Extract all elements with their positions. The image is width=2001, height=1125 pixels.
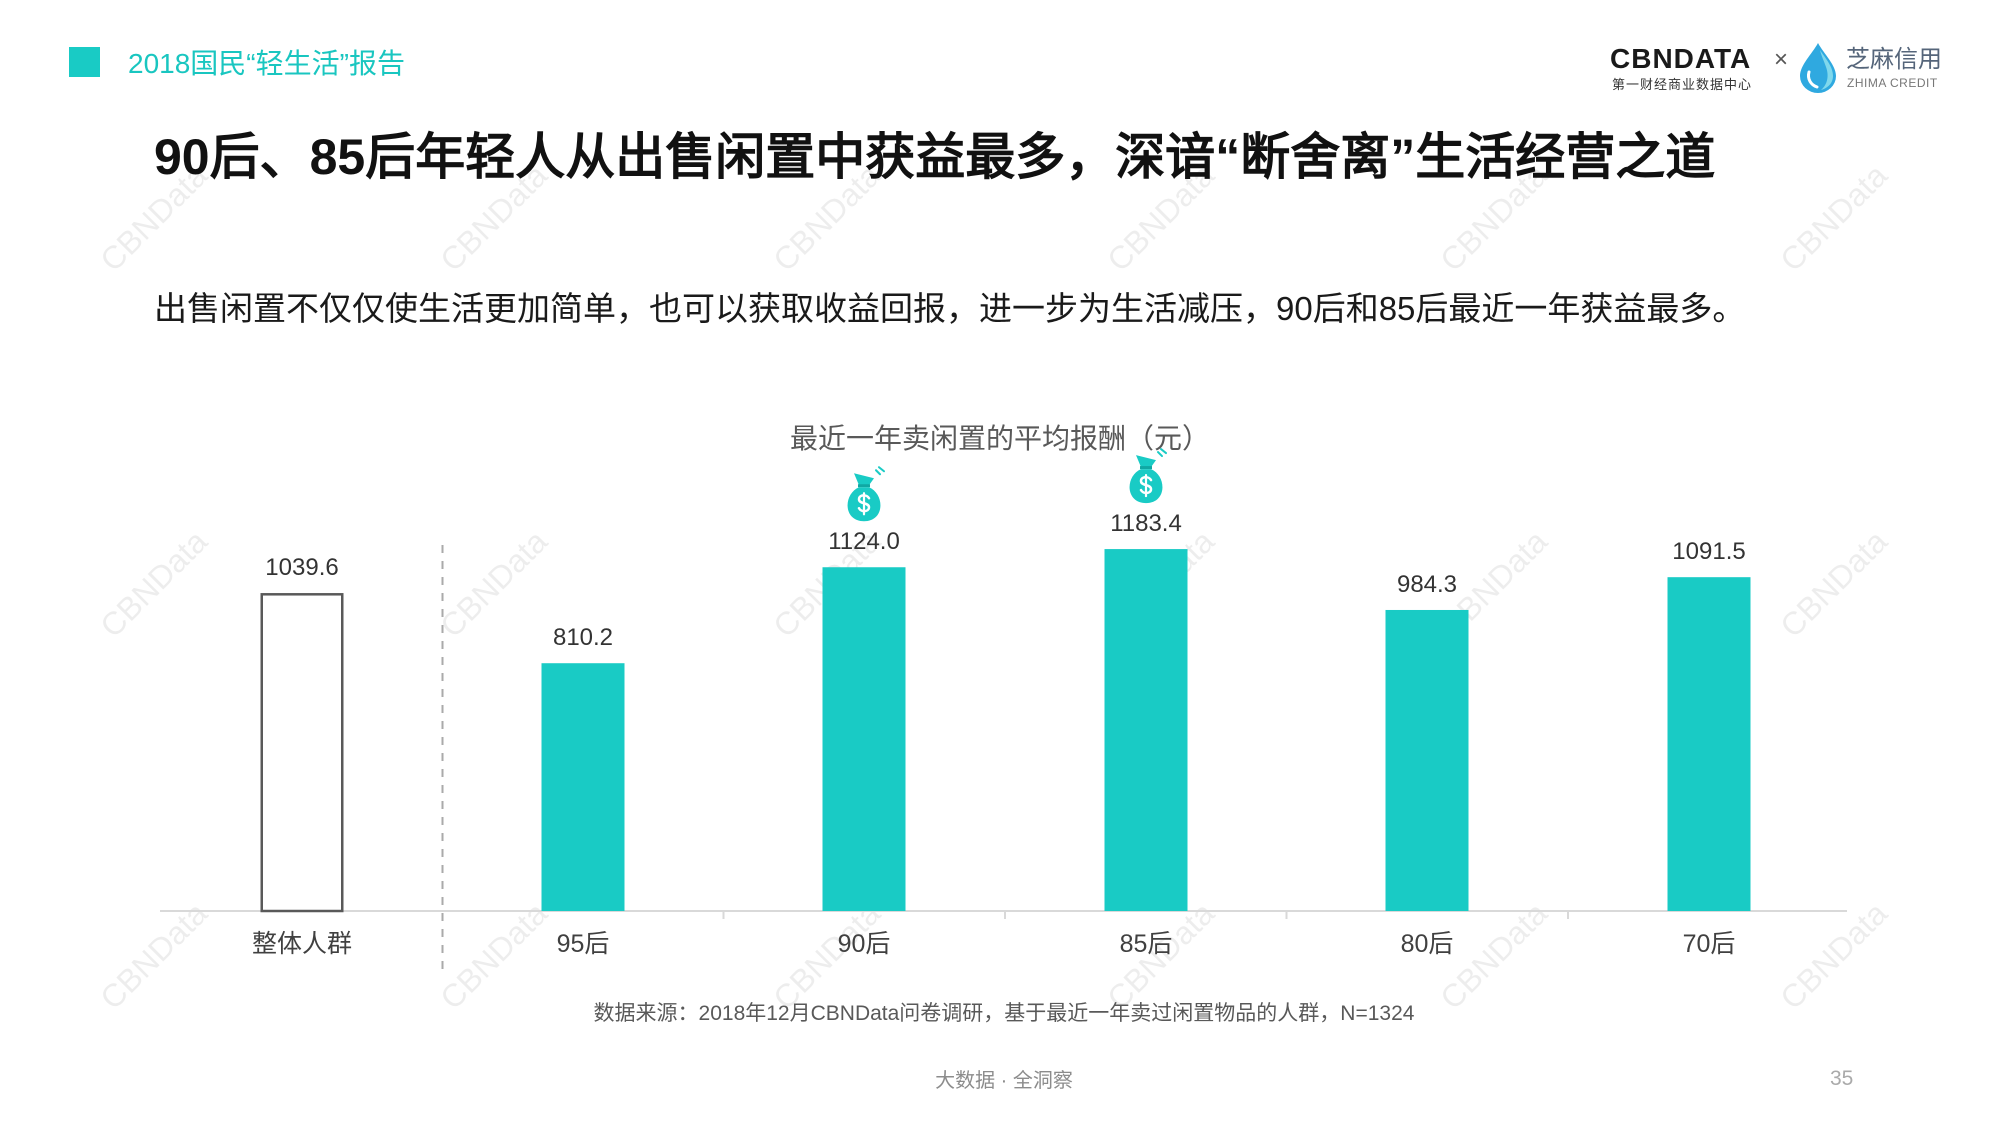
chart-title: 最近一年卖闲置的平均报酬（元） xyxy=(789,423,1210,454)
money-bag-icon xyxy=(847,466,885,522)
value-label: 1124.0 xyxy=(828,528,900,555)
zhima-logo-english: ZHIMA CREDIT xyxy=(1847,76,1938,90)
category-label: 90后 xyxy=(838,930,891,958)
bar xyxy=(1385,609,1469,911)
value-label: 1091.5 xyxy=(1672,538,1745,565)
value-label: 1039.6 xyxy=(265,554,338,581)
value-label: 810.2 xyxy=(553,624,613,651)
money-bag-icon xyxy=(1129,448,1167,504)
water-drop-icon xyxy=(1800,43,1836,93)
category-label: 85后 xyxy=(1120,930,1173,958)
bar xyxy=(541,663,625,911)
page-number: 35 xyxy=(1830,1067,1854,1090)
category-label: 整体人群 xyxy=(252,930,352,958)
bar xyxy=(1104,549,1188,911)
category-label: 70后 xyxy=(1683,930,1736,958)
value-label: 1183.4 xyxy=(1110,510,1182,537)
value-label: 984.3 xyxy=(1397,571,1457,598)
header-accent-square xyxy=(69,47,100,77)
category-label: 80后 xyxy=(1401,930,1454,958)
bar xyxy=(822,567,906,911)
logo-separator: × xyxy=(1774,46,1789,73)
slide-subtitle: 出售闲置不仅仅使生活更加简单，也可以获取收益回报，进一步为生活减压，90后和85… xyxy=(154,290,1746,327)
report-title: 2018国民“轻生活”报告 xyxy=(128,48,405,79)
data-source-note: 数据来源：2018年12月CBNData问卷调研，基于最近一年卖过闲置物品的人群… xyxy=(593,1002,1415,1025)
logo-group: CBNDATA 第一财经商业数据中心 × 芝麻信用 ZHIMA CREDIT xyxy=(1600,38,1950,100)
cbndata-logo: CBNDATA xyxy=(1610,43,1752,74)
slide-title: 90后、85后年轻人从出售闲置中获益最多，深谙“断舍离”生活经营之道 xyxy=(154,129,1716,185)
reference-bar xyxy=(260,593,344,913)
cbndata-logo-subtitle: 第一财经商业数据中心 xyxy=(1612,77,1753,92)
zhima-logo-text: 芝麻信用 xyxy=(1846,46,1942,73)
bar xyxy=(1667,577,1751,911)
category-label: 95后 xyxy=(557,930,610,958)
footer-tagline: 大数据 · 全洞察 xyxy=(935,1070,1073,1092)
